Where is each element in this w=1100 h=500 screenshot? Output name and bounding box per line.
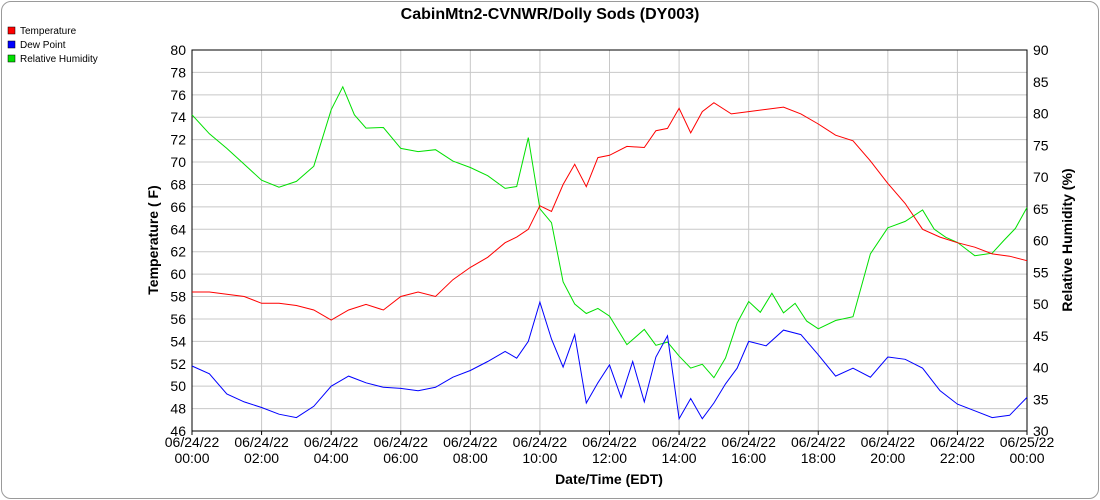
y2-axis-ticks: 30 35 40 45 50 55 60 65 70 75 80 85 90 — [1033, 42, 1049, 439]
y-tick-label: 78 — [170, 64, 186, 80]
y2-tick-label: 55 — [1033, 264, 1049, 280]
x-tick-date: 06/24/22 — [165, 434, 220, 450]
x-tick-date: 06/25/22 — [1000, 434, 1055, 450]
x-tick-date: 06/24/22 — [443, 434, 498, 450]
y-tick-label: 72 — [170, 132, 186, 148]
x-tick-date: 06/24/22 — [652, 434, 707, 450]
y2-tick-label: 75 — [1033, 137, 1049, 153]
series-line-relative-humidity — [191, 85, 1028, 379]
y-tick-label: 64 — [170, 221, 186, 237]
x-axis-title: Date/Time (EDT) — [555, 471, 663, 487]
x-tick-time: 20:00 — [870, 450, 905, 466]
x-tick-time: 10:00 — [522, 450, 557, 466]
x-tick-date: 06/24/22 — [791, 434, 846, 450]
x-tick-time: 06:00 — [383, 450, 418, 466]
x-tick-time: 04:00 — [314, 450, 349, 466]
y-tick-label: 66 — [170, 199, 186, 215]
x-tick-date: 06/24/22 — [513, 434, 568, 450]
x-tick-time: 08:00 — [453, 450, 488, 466]
y2-tick-label: 90 — [1033, 42, 1049, 58]
y2-tick-label: 85 — [1033, 74, 1049, 90]
y-tick-label: 60 — [170, 266, 186, 282]
x-tick-date: 06/24/22 — [930, 434, 985, 450]
legend-swatch — [7, 40, 16, 49]
chart-title: CabinMtn2-CVNWR/Dolly Sods (DY003) — [401, 6, 700, 23]
legend-swatch — [7, 54, 16, 63]
y-tick-label: 58 — [170, 289, 186, 305]
y2-tick-label: 40 — [1033, 360, 1049, 376]
x-axis-ticks: 06/24/2200:0006/24/2202:0006/24/2204:000… — [165, 431, 1055, 466]
y2-tick-label: 60 — [1033, 233, 1049, 249]
legend-swatch — [7, 26, 16, 35]
y2-tick-label: 35 — [1033, 391, 1049, 407]
legend-label: Dew Point — [20, 40, 66, 51]
y2-tick-label: 65 — [1033, 201, 1049, 217]
x-tick-time: 00:00 — [174, 450, 209, 466]
series-line-temperature — [192, 102, 1028, 321]
x-tick-date: 06/24/22 — [304, 434, 359, 450]
y-tick-label: 76 — [170, 87, 186, 103]
y2-tick-label: 80 — [1033, 106, 1049, 122]
y-tick-label: 48 — [170, 401, 186, 417]
x-tick-date: 06/24/22 — [374, 434, 429, 450]
x-tick-time: 18:00 — [801, 450, 836, 466]
y-tick-label: 68 — [170, 176, 186, 192]
legend-label: Temperature — [20, 26, 77, 37]
y2-tick-label: 50 — [1033, 296, 1049, 312]
series-layer — [191, 85, 1028, 421]
y-tick-label: 74 — [170, 109, 186, 125]
y2-tick-label: 70 — [1033, 169, 1049, 185]
y-tick-label: 80 — [170, 42, 186, 58]
x-tick-date: 06/24/22 — [582, 434, 637, 450]
x-tick-time: 14:00 — [662, 450, 697, 466]
grid — [191, 49, 1028, 432]
y-tick-label: 52 — [170, 356, 186, 372]
series-line-dew-point — [191, 300, 1028, 421]
y2-axis-title: Relative Humidity (%) — [1059, 168, 1075, 311]
x-tick-date: 06/24/22 — [721, 434, 776, 450]
legend-label: Relative Humidity — [20, 54, 98, 65]
x-tick-date: 06/24/22 — [234, 434, 289, 450]
x-tick-time: 22:00 — [940, 450, 975, 466]
y-tick-label: 50 — [170, 378, 186, 394]
y-tick-label: 70 — [170, 154, 186, 170]
x-tick-time: 12:00 — [592, 450, 627, 466]
y-axis-ticks: 46 48 50 52 54 56 58 60 62 64 66 68 70 72 74 76 78 80 — [170, 42, 186, 439]
y2-tick-label: 45 — [1033, 328, 1049, 344]
x-tick-time: 00:00 — [1009, 450, 1044, 466]
x-tick-date: 06/24/22 — [861, 434, 916, 450]
legend: Temperature Dew Point Relative Humidity — [7, 26, 98, 65]
y-axis-title: Temperature ( F) — [145, 185, 161, 294]
y-tick-label: 54 — [170, 333, 186, 349]
y-tick-label: 46 — [170, 423, 186, 439]
y-tick-label: 56 — [170, 311, 186, 327]
y2-tick-label: 30 — [1033, 423, 1049, 439]
x-tick-time: 16:00 — [731, 450, 766, 466]
y-tick-label: 62 — [170, 244, 186, 260]
x-tick-time: 02:00 — [244, 450, 279, 466]
